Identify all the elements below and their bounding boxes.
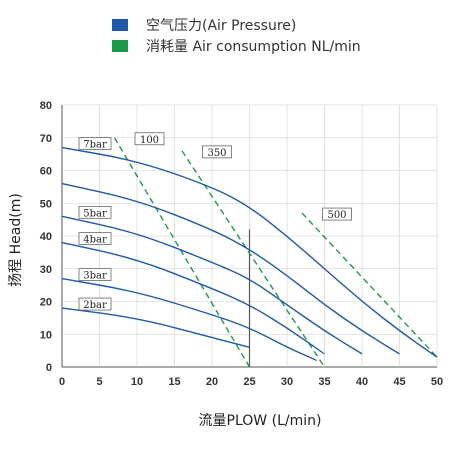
x-tick-label: 5 [96, 376, 102, 388]
x-tick-label: 30 [281, 376, 293, 388]
x-tick-label: 40 [356, 376, 368, 388]
pressure-curve [61, 215, 363, 355]
y-tick-label: 60 [40, 166, 52, 178]
x-tick-label: 25 [243, 376, 255, 388]
consumption-label: 500 [327, 210, 346, 221]
legend-label: 消耗量 Air consumption NL/min [146, 39, 361, 55]
x-tick-label: 50 [431, 376, 443, 388]
y-tick-label: 10 [40, 329, 52, 341]
pressure-label: 5bar [83, 208, 107, 219]
legend-swatch [112, 40, 128, 52]
consumption-label-box [134, 132, 165, 146]
pressure-curve [61, 307, 250, 349]
y-tick-label: 80 [40, 100, 52, 112]
pressure-label-box [78, 232, 112, 245]
pressure-label-box [78, 297, 112, 311]
x-tick-label: 20 [206, 376, 218, 388]
curve-labels: 100 350 500 7bar 5bar 4bar 3bar 2bar [78, 132, 352, 311]
pressure-label-box [78, 205, 112, 219]
consumption-label: 100 [140, 135, 159, 146]
consumption-line-500 [301, 212, 438, 358]
pressure-label-box [78, 268, 112, 281]
pressure-label: 2bar [83, 300, 107, 311]
x-tick-label: 0 [59, 376, 65, 388]
x-tick-label: 15 [168, 376, 180, 388]
legend-label: 空气压力(Air Pressure) [146, 18, 296, 34]
y-axis-label: 扬程 Head(m) [8, 193, 24, 287]
pressure-curves [61, 146, 438, 362]
pressure-label: 4bar [83, 235, 107, 246]
consumption-lines [113, 137, 438, 368]
legend-swatch [112, 19, 128, 31]
pressure-curve [61, 182, 400, 355]
x-axis-label: 流量PLOW (L/min) [199, 413, 322, 429]
y-tick-label: 30 [40, 264, 52, 276]
y-tick-label: 20 [40, 297, 52, 309]
x-tick-label: 45 [393, 376, 405, 388]
consumption-label-box [322, 207, 352, 221]
consumption-label-box [202, 145, 232, 159]
consumption-line-100 [113, 137, 251, 368]
y-tick-label: 50 [40, 198, 52, 210]
x-tick-label: 10 [131, 376, 143, 388]
pressure-curve [61, 146, 438, 358]
pressure-curve [61, 241, 325, 355]
x-tick-label: 35 [318, 376, 330, 388]
legend: 空气压力(Air Pressure) 消耗量 Air consumption NL… [112, 18, 361, 55]
pressure-label-box [78, 137, 112, 150]
pressure-label: 7bar [83, 140, 107, 151]
pressure-curve [61, 277, 318, 362]
y-tick-label: 0 [46, 362, 52, 374]
consumption-line-350 [181, 150, 326, 368]
y-tick-label: 40 [40, 231, 52, 243]
pressure-label: 3bar [83, 271, 107, 282]
consumption-label: 350 [207, 148, 226, 159]
y-tick-label: 70 [40, 133, 52, 145]
